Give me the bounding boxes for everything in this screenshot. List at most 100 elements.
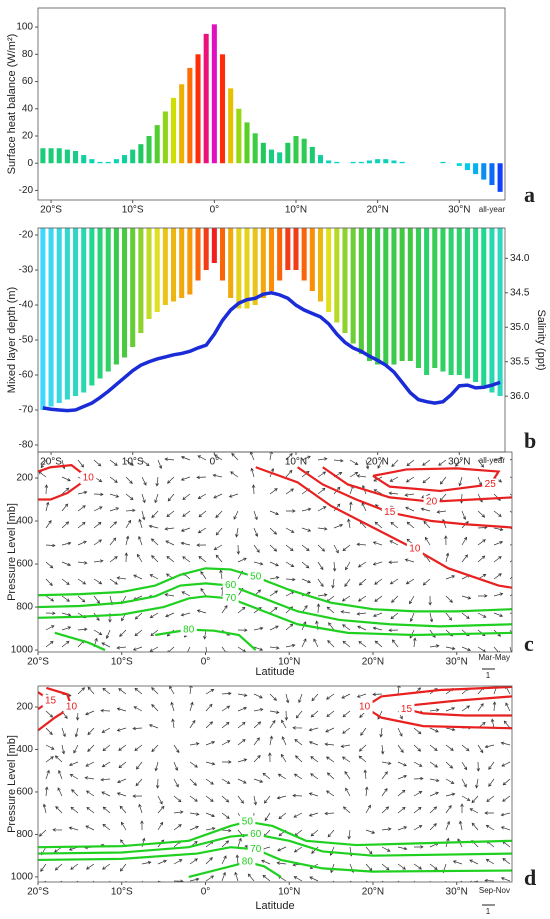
wind-arrow (471, 795, 479, 804)
bar (497, 163, 503, 192)
wind-arrow (102, 823, 111, 831)
wind-arrow (278, 812, 287, 820)
contour-label-bg (356, 701, 373, 714)
wind-arrow (391, 459, 399, 468)
wind-arrow (301, 561, 310, 569)
wind-arrow (445, 727, 456, 732)
x-tick-label: 10°N (285, 457, 307, 468)
wind-arrow (253, 527, 259, 537)
x-tick-label: 10°S (111, 657, 133, 668)
wind-arrow (428, 595, 432, 606)
wind-arrow (509, 476, 512, 478)
wind-arrow (269, 719, 276, 729)
wind-arrow (356, 474, 367, 478)
bar (366, 160, 373, 164)
wind-arrow (237, 778, 247, 784)
wind-arrow (333, 544, 339, 554)
wind-arrow (101, 791, 111, 797)
wind-arrow (429, 761, 439, 768)
bar (81, 155, 87, 164)
wind-arrow (44, 786, 49, 797)
wind-arrow (477, 510, 486, 518)
wind-arrow (45, 543, 56, 548)
wind-arrow (151, 704, 159, 712)
wind-arrow (325, 727, 335, 733)
wind-arrow (397, 761, 407, 767)
bar (424, 228, 430, 375)
wind-arrow (349, 459, 359, 465)
wind-arrow (70, 806, 79, 814)
wind-arrow (374, 521, 383, 529)
wind-arrow (187, 646, 191, 652)
wind-arrow (169, 686, 175, 695)
wind-arrow (61, 626, 72, 631)
wind-arrow (148, 524, 159, 529)
wind-arrow (445, 595, 453, 603)
wind-arrow (409, 612, 415, 623)
wind-arrow (413, 806, 422, 814)
wind-arrow (151, 555, 159, 563)
wind-arrow (189, 858, 198, 865)
wind-arrow (301, 455, 311, 461)
wind-arrow (205, 740, 216, 746)
wind-arrow (102, 687, 111, 695)
contour-label: 10 (409, 544, 421, 555)
wind-arrow (372, 692, 383, 697)
wind-arrow (45, 769, 50, 780)
wind-arrow (133, 574, 143, 580)
wind-arrow (317, 471, 327, 478)
wind-arrow (54, 755, 63, 763)
wind-arrow (203, 629, 207, 640)
x-tick-label: 0° (210, 457, 220, 468)
wind-arrow (388, 560, 399, 565)
wind-arrow (461, 536, 468, 546)
wind-arrow (167, 493, 175, 502)
wind-arrow (509, 576, 512, 580)
wind-arrow (469, 808, 479, 814)
wind-arrow (221, 855, 227, 865)
contour-label-bg (222, 579, 239, 592)
wind-arrow (484, 744, 495, 749)
wind-arrow (101, 642, 111, 648)
wind-arrow (149, 646, 159, 652)
wind-arrow (45, 727, 53, 736)
wind-arrow (102, 806, 111, 814)
frame (37, 451, 513, 653)
bar (277, 152, 283, 164)
wind-arrow (61, 476, 71, 482)
bar (481, 228, 487, 386)
wind-arrow (452, 860, 463, 865)
wind-arrow (109, 521, 117, 529)
wind-arrow (221, 705, 231, 712)
wind-arrow (269, 527, 277, 535)
x-tick-label: 20°N (362, 657, 384, 668)
wind-arrow (461, 595, 472, 600)
wind-arrow (269, 625, 279, 631)
wind-arrow (250, 467, 255, 478)
bar (228, 88, 234, 164)
contour-label-bg (63, 701, 80, 714)
wind-arrow (237, 693, 248, 697)
wind-arrow (445, 792, 456, 797)
wind-arrow (134, 687, 143, 695)
wind-arrow (269, 452, 273, 461)
wind-arrow (276, 861, 287, 865)
contour-label-bg (247, 828, 264, 841)
contour-label: 15 (45, 695, 57, 706)
wind-arrow (109, 459, 118, 466)
wind-arrow (116, 576, 127, 580)
frame (37, 685, 513, 883)
wind-arrow (212, 473, 223, 478)
wind-arrow (509, 544, 512, 546)
wind-arrow (61, 561, 72, 567)
wind-arrow (445, 744, 454, 751)
wind-arrow (180, 476, 191, 481)
wind-arrow (40, 459, 47, 469)
wind-arrow (120, 821, 127, 831)
wind-arrow (189, 825, 199, 831)
bar (236, 108, 242, 164)
wind-arrow (313, 638, 319, 648)
wind-arrow (333, 503, 341, 512)
bar (456, 163, 462, 166)
